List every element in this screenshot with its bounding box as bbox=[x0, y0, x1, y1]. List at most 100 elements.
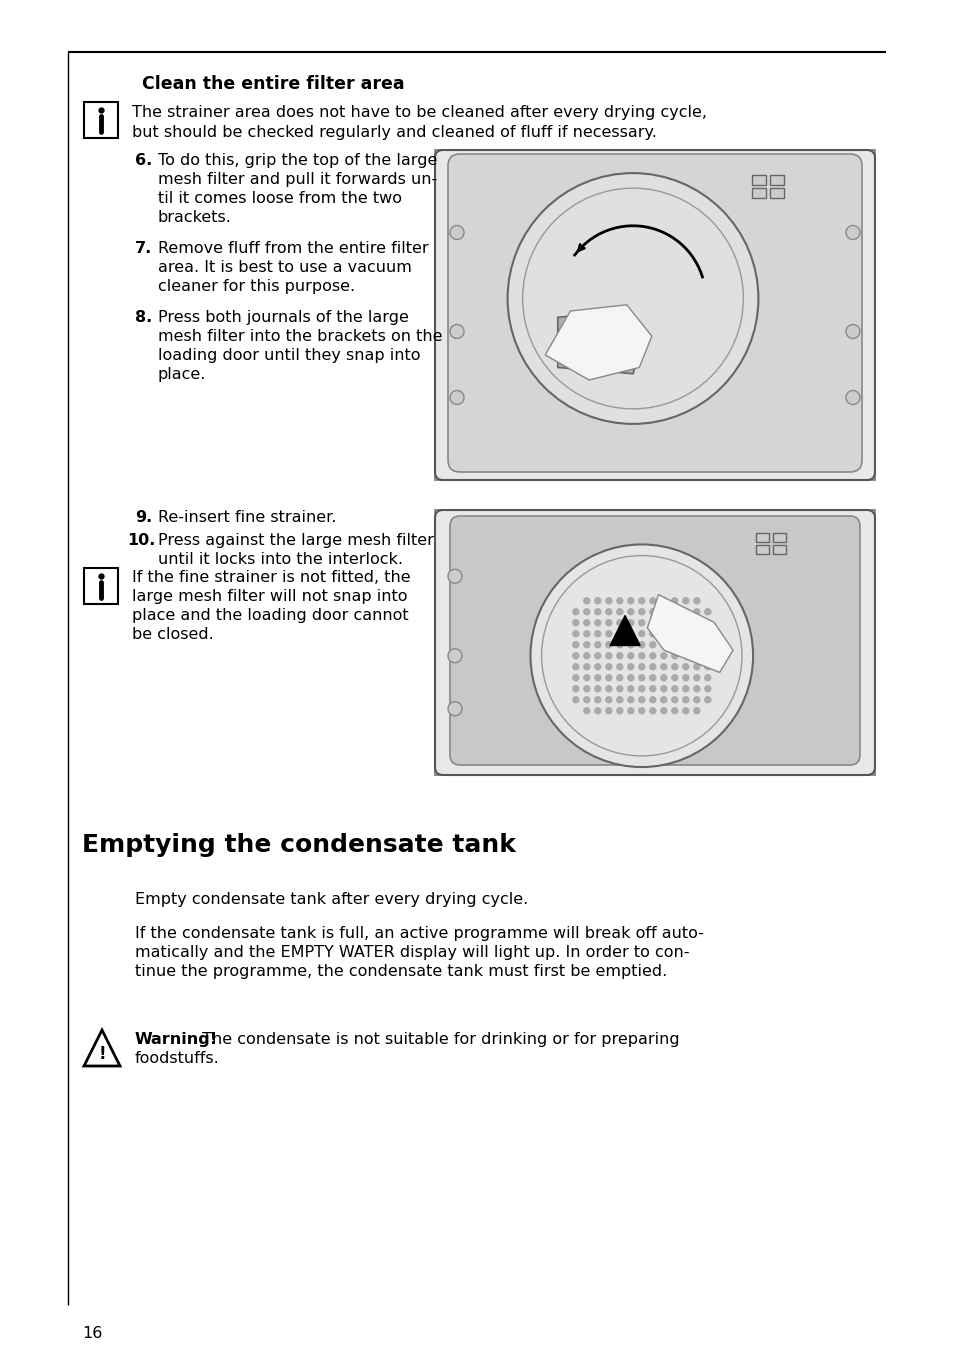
FancyBboxPatch shape bbox=[435, 510, 874, 775]
Circle shape bbox=[639, 598, 644, 604]
Circle shape bbox=[594, 653, 600, 658]
Text: place and the loading door cannot: place and the loading door cannot bbox=[132, 608, 408, 623]
Text: 10.: 10. bbox=[127, 533, 155, 548]
Circle shape bbox=[660, 608, 666, 615]
FancyBboxPatch shape bbox=[751, 174, 765, 185]
Circle shape bbox=[693, 707, 700, 714]
Polygon shape bbox=[558, 311, 645, 373]
Circle shape bbox=[572, 696, 578, 703]
Circle shape bbox=[605, 664, 611, 669]
Circle shape bbox=[682, 608, 688, 615]
Circle shape bbox=[605, 653, 611, 658]
Circle shape bbox=[671, 619, 677, 626]
Text: matically and the EMPTY WATER display will light up. In order to con-: matically and the EMPTY WATER display wi… bbox=[135, 945, 689, 960]
Polygon shape bbox=[610, 615, 639, 645]
Text: If the fine strainer is not fitted, the: If the fine strainer is not fitted, the bbox=[132, 571, 410, 585]
Circle shape bbox=[649, 653, 655, 658]
Circle shape bbox=[617, 664, 622, 669]
Circle shape bbox=[627, 675, 633, 681]
Circle shape bbox=[448, 649, 461, 662]
Circle shape bbox=[649, 619, 655, 626]
FancyBboxPatch shape bbox=[84, 568, 118, 604]
Text: mesh filter and pull it forwards un-: mesh filter and pull it forwards un- bbox=[158, 172, 436, 187]
FancyBboxPatch shape bbox=[756, 545, 768, 554]
Circle shape bbox=[639, 619, 644, 626]
FancyBboxPatch shape bbox=[769, 188, 783, 197]
Circle shape bbox=[627, 631, 633, 637]
Circle shape bbox=[845, 226, 859, 239]
Circle shape bbox=[605, 685, 611, 692]
FancyBboxPatch shape bbox=[84, 101, 118, 138]
Circle shape bbox=[704, 675, 710, 681]
Circle shape bbox=[704, 631, 710, 637]
Text: Re-insert fine strainer.: Re-insert fine strainer. bbox=[158, 510, 336, 525]
Circle shape bbox=[583, 664, 589, 669]
Circle shape bbox=[693, 696, 700, 703]
Circle shape bbox=[617, 608, 622, 615]
FancyBboxPatch shape bbox=[772, 545, 785, 554]
Circle shape bbox=[572, 675, 578, 681]
Circle shape bbox=[627, 707, 633, 714]
Text: If the condensate tank is full, an active programme will break off auto-: If the condensate tank is full, an activ… bbox=[135, 926, 703, 941]
Circle shape bbox=[649, 685, 655, 692]
Polygon shape bbox=[647, 595, 732, 672]
Circle shape bbox=[682, 631, 688, 637]
Circle shape bbox=[572, 619, 578, 626]
Text: To do this, grip the top of the large: To do this, grip the top of the large bbox=[158, 153, 436, 168]
Circle shape bbox=[704, 619, 710, 626]
Circle shape bbox=[671, 642, 677, 648]
Circle shape bbox=[660, 675, 666, 681]
Circle shape bbox=[617, 696, 622, 703]
Circle shape bbox=[649, 631, 655, 637]
Circle shape bbox=[671, 664, 677, 669]
Circle shape bbox=[693, 653, 700, 658]
FancyBboxPatch shape bbox=[448, 154, 862, 472]
Circle shape bbox=[594, 598, 600, 604]
Circle shape bbox=[639, 696, 644, 703]
Text: Press against the large mesh filter: Press against the large mesh filter bbox=[158, 533, 434, 548]
Circle shape bbox=[507, 173, 758, 425]
Circle shape bbox=[617, 598, 622, 604]
FancyBboxPatch shape bbox=[756, 533, 768, 542]
Text: Warning!: Warning! bbox=[135, 1032, 218, 1046]
Polygon shape bbox=[84, 1030, 120, 1065]
Circle shape bbox=[605, 696, 611, 703]
Circle shape bbox=[594, 642, 600, 648]
Circle shape bbox=[605, 608, 611, 615]
Circle shape bbox=[594, 675, 600, 681]
Text: place.: place. bbox=[158, 366, 206, 383]
Circle shape bbox=[617, 707, 622, 714]
Circle shape bbox=[660, 653, 666, 658]
Circle shape bbox=[627, 685, 633, 692]
Text: 7.: 7. bbox=[135, 241, 152, 256]
Circle shape bbox=[649, 598, 655, 604]
Circle shape bbox=[693, 675, 700, 681]
Circle shape bbox=[704, 685, 710, 692]
Circle shape bbox=[649, 664, 655, 669]
Text: The condensate is not suitable for drinking or for preparing: The condensate is not suitable for drink… bbox=[196, 1032, 679, 1046]
Circle shape bbox=[572, 642, 578, 648]
Circle shape bbox=[639, 707, 644, 714]
Circle shape bbox=[660, 619, 666, 626]
FancyBboxPatch shape bbox=[751, 188, 765, 197]
Circle shape bbox=[660, 664, 666, 669]
Polygon shape bbox=[545, 304, 651, 380]
Circle shape bbox=[450, 226, 463, 239]
Text: until it locks into the interlock.: until it locks into the interlock. bbox=[158, 552, 402, 566]
FancyBboxPatch shape bbox=[435, 510, 874, 775]
Circle shape bbox=[682, 598, 688, 604]
Circle shape bbox=[639, 653, 644, 658]
Circle shape bbox=[605, 619, 611, 626]
Circle shape bbox=[693, 608, 700, 615]
Circle shape bbox=[605, 675, 611, 681]
Circle shape bbox=[704, 642, 710, 648]
Text: 16: 16 bbox=[82, 1326, 102, 1341]
Circle shape bbox=[682, 707, 688, 714]
Circle shape bbox=[627, 696, 633, 703]
Circle shape bbox=[845, 324, 859, 338]
Circle shape bbox=[627, 619, 633, 626]
Circle shape bbox=[682, 642, 688, 648]
Circle shape bbox=[682, 675, 688, 681]
Text: Emptying the condensate tank: Emptying the condensate tank bbox=[82, 833, 516, 857]
Circle shape bbox=[660, 642, 666, 648]
